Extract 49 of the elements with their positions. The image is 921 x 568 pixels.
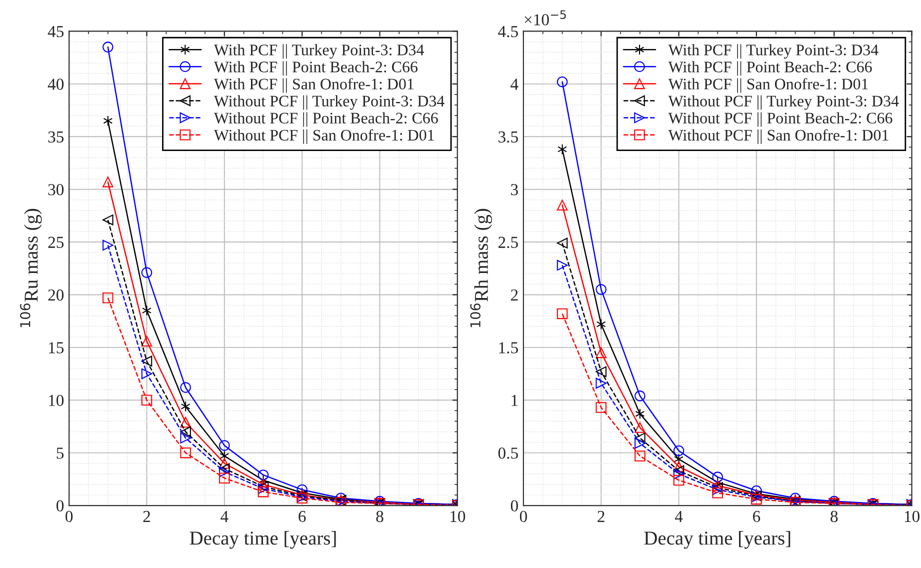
x-tick-label: 10 — [904, 510, 920, 522]
y-tick-label: 3.5 — [498, 131, 518, 143]
x-tick-label: 0 — [66, 510, 73, 522]
x-tick-label: 2 — [143, 510, 150, 522]
y-tick-label: 0.5 — [498, 448, 518, 459]
legend-label: With PCF || Turkey Point-3: D34 — [214, 44, 424, 59]
y-tick-label: 20 — [48, 289, 64, 301]
x-tick-label: 4 — [220, 510, 228, 522]
legend-label: With PCF || Point Beach-2: C66 — [214, 61, 418, 76]
x-axis-title: Decay time [years] — [644, 531, 790, 549]
x-tick-label: 4 — [674, 510, 683, 522]
legend-label: With PCF || San Onofre-1: D01 — [668, 78, 868, 93]
x-axis-title: Decay time [years] — [190, 531, 336, 549]
y-tick-label: 5 — [56, 448, 64, 459]
legend-label: Without PCF || Point Beach-2: C66 — [214, 112, 438, 127]
x-tick-label: 10 — [450, 510, 466, 522]
y-tick-label: 4 — [510, 78, 518, 90]
y-axis-title: $^{106}$Ru mass (g) — [20, 208, 42, 328]
y-tick-label: 3 — [511, 184, 518, 196]
x-tick-label: 8 — [830, 510, 838, 522]
y-tick-label: 45 — [48, 26, 64, 38]
y-tick-label: 35 — [48, 131, 64, 143]
x-tick-label: 2 — [598, 510, 604, 522]
y-tick-label: 25 — [48, 236, 64, 248]
legend-label: Without PCF || Turkey Point-3: D34 — [668, 95, 899, 110]
y-tick-label: 2.5 — [498, 236, 518, 248]
y-tick-label: 2 — [510, 289, 518, 301]
text: ×10$^{−5}$ — [524, 10, 566, 26]
y-tick-label: 0 — [56, 500, 64, 512]
x-tick-label: 6 — [298, 510, 306, 522]
y-tick-label: 0 — [510, 500, 518, 512]
y-tick-label: 4.5 — [498, 26, 518, 38]
y-axis-title: $^{106}$Rh mass (g) — [470, 208, 492, 328]
y-tick-label: 1 — [512, 394, 518, 406]
legend-label: Without PCF || San Onofre-1: D01 — [214, 129, 434, 144]
y-tick-label: 40 — [48, 78, 64, 90]
x-tick-label: 6 — [753, 510, 760, 522]
y-tick-label: 1.5 — [499, 342, 518, 354]
legend-label: Without PCF || San Onofre-1: D01 — [668, 129, 888, 144]
legend-label: With PCF || San Onofre-1: D01 — [214, 78, 414, 93]
x-tick-label: 0 — [520, 510, 527, 522]
y-tick-label: 10 — [49, 394, 64, 406]
legend-label: Without PCF || Turkey Point-3: D34 — [214, 95, 444, 110]
y-tick-label: 30 — [48, 184, 64, 196]
legend-label: With PCF || Point Beach-2: C66 — [668, 61, 872, 76]
x-tick-label: 8 — [376, 510, 384, 522]
legend-label: Without PCF || Point Beach-2: C66 — [668, 112, 892, 127]
y-tick-label: 15 — [49, 342, 64, 354]
legend-label: With PCF || Turkey Point-3: D34 — [668, 44, 878, 59]
